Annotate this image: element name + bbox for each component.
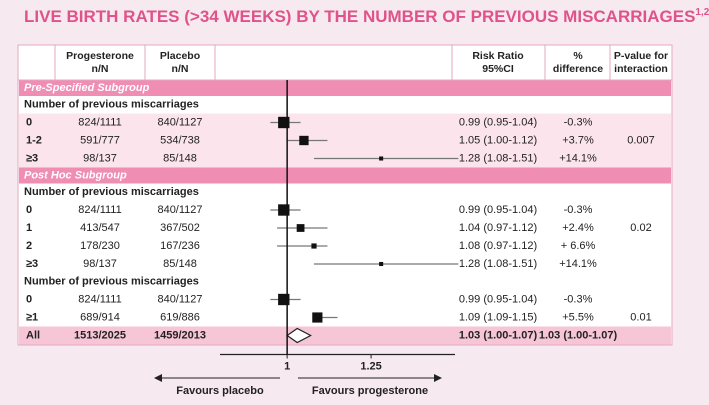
difference: -0.3% bbox=[564, 293, 593, 305]
placebo-count: 534/738 bbox=[160, 134, 200, 146]
point-estimate bbox=[379, 261, 384, 267]
placebo-count: 619/886 bbox=[160, 311, 200, 323]
row-label: 0 bbox=[26, 204, 32, 216]
progesterone-count: 178/230 bbox=[80, 240, 120, 252]
placebo-count: 1459/2013 bbox=[154, 329, 206, 341]
point-estimate bbox=[299, 135, 309, 146]
row-label: 0 bbox=[26, 293, 32, 305]
row-label: 1-2 bbox=[26, 134, 42, 146]
placebo-count: 167/236 bbox=[160, 240, 200, 252]
group-heading: Number of previous miscarriages bbox=[24, 276, 199, 288]
row-label: ≥1 bbox=[26, 311, 38, 323]
point-estimate bbox=[311, 243, 317, 249]
placebo-count: 367/502 bbox=[160, 222, 200, 234]
progesterone-count: 689/914 bbox=[80, 311, 120, 323]
point-estimate bbox=[312, 312, 323, 323]
section-title: Pre-Specified Subgroup bbox=[24, 82, 150, 94]
column-header: difference bbox=[553, 63, 603, 75]
progesterone-count: 824/1111 bbox=[78, 204, 121, 216]
group-heading: Number of previous miscarriages bbox=[24, 99, 199, 111]
risk-ratio: 1.08 (0.97-1.12) bbox=[459, 240, 537, 252]
row-bg bbox=[19, 113, 671, 132]
row-label: 0 bbox=[26, 116, 32, 128]
summary-diamond bbox=[286, 327, 312, 344]
column-header: n/N bbox=[172, 63, 189, 75]
point-estimate bbox=[278, 116, 290, 129]
difference: +5.5% bbox=[562, 311, 594, 323]
favours-right: Favours progesterone bbox=[312, 385, 428, 397]
placebo-count: 85/148 bbox=[163, 152, 197, 164]
section-band bbox=[19, 167, 671, 184]
difference: +3.7% bbox=[562, 134, 594, 146]
row-label: 1 bbox=[26, 222, 32, 234]
group-heading: Number of previous miscarriages bbox=[24, 186, 199, 198]
progesterone-count: 824/1111 bbox=[78, 293, 121, 305]
difference: +14.1% bbox=[559, 258, 597, 270]
column-header: Placebo bbox=[160, 50, 200, 62]
row-label: ≥3 bbox=[26, 258, 38, 270]
risk-ratio: 1.04 (0.97-1.12) bbox=[459, 222, 537, 234]
row-bg bbox=[19, 326, 671, 345]
placebo-count: 85/148 bbox=[163, 258, 197, 270]
point-estimate bbox=[278, 293, 290, 306]
placebo-count: 840/1127 bbox=[157, 116, 202, 128]
row-label: ≥3 bbox=[26, 152, 38, 164]
progesterone-count: 98/137 bbox=[83, 152, 117, 164]
point-estimate bbox=[278, 204, 290, 216]
risk-ratio: 1.28 (1.08-1.51) bbox=[459, 258, 537, 270]
p-value: 0.007 bbox=[627, 134, 655, 146]
risk-ratio: 0.99 (0.95-1.04) bbox=[459, 293, 537, 305]
risk-ratio: 1.28 (1.08-1.51) bbox=[459, 152, 537, 164]
p-value: 0.01 bbox=[630, 311, 651, 323]
section-title: Post Hoc Subgroup bbox=[24, 169, 127, 181]
difference: +2.4% bbox=[562, 222, 594, 234]
progesterone-count: 1513/2025 bbox=[74, 329, 126, 341]
x-tick-label: 1 bbox=[284, 360, 290, 372]
progesterone-count: 591/777 bbox=[80, 134, 120, 146]
column-header: P-value for bbox=[614, 50, 668, 62]
risk-ratio: 1.03 (1.00-1.07) bbox=[459, 329, 538, 341]
difference: + 6.6% bbox=[561, 240, 596, 252]
favours-left: Favours placebo bbox=[176, 385, 264, 397]
risk-ratio: 0.99 (0.95-1.04) bbox=[459, 116, 537, 128]
placebo-count: 840/1127 bbox=[157, 293, 202, 305]
difference: -0.3% bbox=[564, 116, 593, 128]
risk-ratio: 1.09 (1.09-1.15) bbox=[459, 311, 537, 323]
row-bg bbox=[19, 131, 671, 150]
difference: -0.3% bbox=[564, 204, 593, 216]
progesterone-count: 98/137 bbox=[83, 258, 117, 270]
section-band bbox=[19, 80, 671, 96]
p-value: 0.02 bbox=[630, 222, 651, 234]
row-label: 2 bbox=[26, 240, 32, 252]
point-estimate bbox=[379, 156, 384, 161]
placebo-count: 840/1127 bbox=[157, 204, 202, 216]
row-label: All bbox=[26, 329, 40, 341]
x-tick-label: 1.25 bbox=[360, 360, 381, 372]
column-header: Risk Ratio bbox=[472, 50, 523, 62]
progesterone-count: 824/1111 bbox=[78, 116, 121, 128]
difference: +14.1% bbox=[559, 152, 597, 164]
title: LIVE BIRTH RATES (>34 WEEKS) BY THE NUMB… bbox=[24, 7, 695, 26]
point-estimate bbox=[296, 224, 305, 232]
column-header: % bbox=[573, 50, 583, 62]
difference: 1.03 (1.00-1.07) bbox=[539, 329, 618, 341]
risk-ratio: 1.05 (1.00-1.12) bbox=[459, 134, 537, 146]
title-group: LIVE BIRTH RATES (>34 WEEKS) BY THE NUMB… bbox=[24, 7, 709, 27]
column-header: interaction bbox=[614, 63, 668, 75]
risk-ratio: 0.99 (0.95-1.04) bbox=[459, 204, 537, 216]
column-header: 95%CI bbox=[482, 63, 514, 75]
column-header: Progesterone bbox=[66, 50, 134, 62]
title-superscript: 1,2 bbox=[695, 7, 709, 18]
column-header: n/N bbox=[92, 63, 109, 75]
progesterone-count: 413/547 bbox=[80, 222, 120, 234]
